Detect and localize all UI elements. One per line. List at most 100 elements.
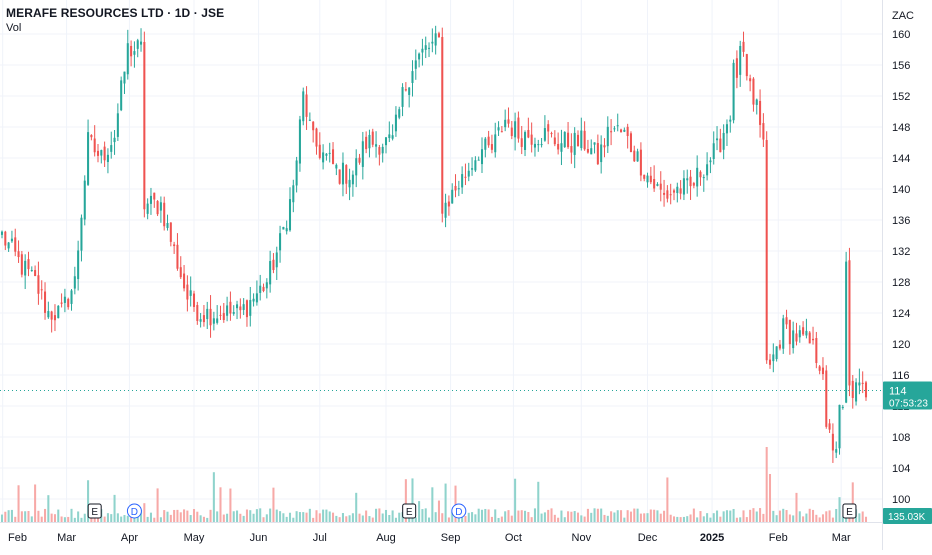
candle-body [249,300,252,316]
volume-bar [828,510,831,522]
candle-body [404,89,407,91]
candle-body [646,175,649,183]
candle-body [716,138,719,141]
candle-body [570,146,573,153]
volume-bar [384,509,388,522]
candle-body [613,128,616,130]
volume-bar [70,508,73,522]
price-tick-label: 100 [892,494,910,506]
volume-bar [202,516,205,522]
volume-bar [77,511,80,522]
candle-body [712,143,715,159]
candle-body [368,134,371,149]
candle-body [67,298,70,308]
candle-body [679,188,682,194]
volume-value-label: 135.03K [888,512,926,523]
dividend-marker[interactable]: D [126,503,142,519]
candle-body [464,176,467,178]
volume-bar [795,492,798,522]
volume-bar [216,511,219,522]
candle-body [70,290,73,304]
volume-bar [103,516,106,522]
earnings-marker[interactable]: E [402,503,417,519]
candle-body [749,78,752,82]
volume-bar [272,487,275,522]
candle-body [345,165,348,184]
candle-body [808,332,811,344]
volume-bar [322,509,325,522]
volume-bar [196,511,199,522]
candle-body [706,164,709,176]
volume-bar [808,508,811,522]
volume-bar [745,517,748,522]
volume-bar [183,509,186,522]
volume-bar [653,509,656,522]
candle-body [719,138,722,153]
volume-bar [153,517,156,522]
candle-body [858,382,861,386]
candle-body [378,147,381,155]
currency-label[interactable]: ZAC [892,10,914,22]
volume-bar [812,509,815,522]
volume-value-badge[interactable]: 135.03K [883,508,932,524]
candle-body [444,202,447,218]
candle-body [576,134,580,147]
volume-bar [140,510,143,522]
candle-body [517,117,520,139]
volume-bar [480,509,484,522]
candle-body [752,78,755,105]
volume-bar [232,511,235,522]
volume-bar [712,513,715,522]
candle-body [255,293,258,303]
candle-body [4,231,7,246]
candle-body [490,144,493,150]
candle-body [792,330,795,349]
candle-body [375,144,378,147]
volume-bar [798,511,801,522]
volume-bar [116,513,119,522]
candle-body [586,149,589,153]
volume-bar [166,511,169,522]
volume-bar [14,516,17,522]
candle-body [428,47,431,49]
price-axis[interactable]: 1001041081121161201241281321361401441481… [892,29,910,506]
volume-indicator-label[interactable]: Vol [6,22,22,34]
volume-bar [50,513,53,522]
candle-body [567,132,570,148]
volume-bar [358,513,361,522]
volume-bar [490,516,493,522]
candle-body [454,185,457,191]
price-tick-label: 136 [892,215,910,227]
volume-bar [126,515,129,522]
candle-body [828,423,831,430]
earnings-marker[interactable]: E [87,503,102,519]
candle-body [189,290,192,296]
time-axis[interactable]: Feb Mar Apr May Jun Jul Aug Sep Oct Nov Dec 2025 Feb… [8,532,851,544]
volume-bar [818,517,821,522]
candle-body [384,137,388,146]
volume-bar [646,513,649,522]
candle-body [295,160,298,186]
volume-bar [441,513,444,522]
candle-body [20,254,23,275]
volume-bar [156,488,159,522]
earnings-marker[interactable]: E [842,503,857,519]
volume-bar [288,512,292,522]
candle-body [242,304,245,310]
volume-bar [206,517,209,522]
candle-body [424,45,427,50]
time-tick-label: Oct [505,532,522,544]
volume-bar [722,511,725,522]
candle-body [315,128,318,147]
candle-body [765,140,768,361]
candle-body [87,132,90,185]
candle-body [722,132,725,150]
symbol-title[interactable]: MERAFE RESOURCES LTD · 1D · JSE [6,6,225,20]
candles [0,25,868,463]
volume-bar [176,509,179,522]
dividend-marker[interactable]: D [451,503,467,519]
